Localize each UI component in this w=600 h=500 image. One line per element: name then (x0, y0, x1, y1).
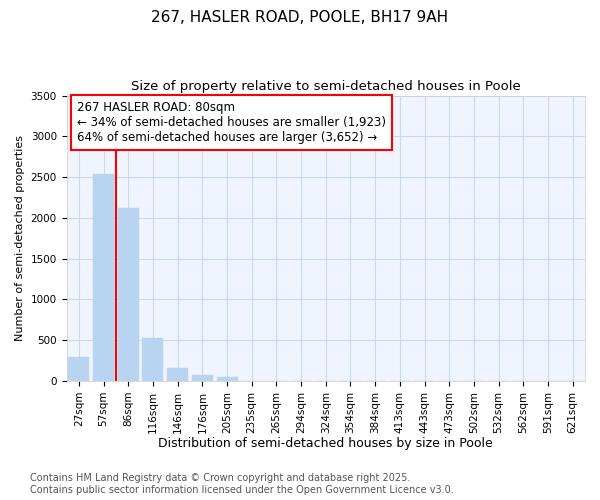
Bar (68, 356, 89, 381)
Bar (93, 174, 114, 381)
Title: Size of property relative to semi-detached houses in Poole: Size of property relative to semi-detach… (131, 80, 521, 93)
X-axis label: Distribution of semi-detached houses by size in Poole: Distribution of semi-detached houses by … (158, 437, 493, 450)
Text: Contains HM Land Registry data © Crown copyright and database right 2025.
Contai: Contains HM Land Registry data © Crown c… (30, 474, 454, 495)
Text: 267, HASLER ROAD, POOLE, BH17 9AH: 267, HASLER ROAD, POOLE, BH17 9AH (151, 10, 449, 25)
Bar (142, 338, 163, 381)
Bar (118, 208, 139, 381)
Y-axis label: Number of semi-detached properties: Number of semi-detached properties (15, 136, 25, 342)
Bar (167, 368, 188, 381)
Text: 267 HASLER ROAD: 80sqm
← 34% of semi-detached houses are smaller (1,923)
64% of : 267 HASLER ROAD: 80sqm ← 34% of semi-det… (77, 102, 386, 144)
Bar (217, 377, 238, 381)
Bar (192, 375, 213, 381)
